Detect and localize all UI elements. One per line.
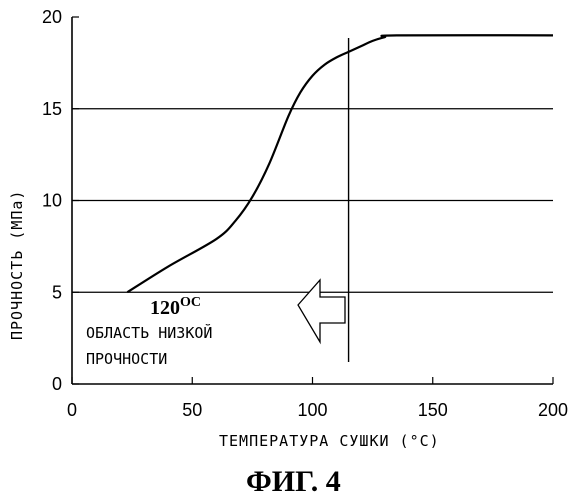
y-tick-label-1: 5 [52, 282, 62, 302]
series-line-0 [127, 35, 553, 292]
y-tick-label-3: 15 [42, 99, 62, 119]
y-tick-label-4: 20 [42, 7, 62, 27]
x-tick-label-4: 200 [538, 400, 568, 420]
figure-label: ФИГ. 4 [246, 465, 341, 498]
left-arrow-icon [298, 280, 345, 342]
series-group [127, 35, 553, 292]
x-tick-label-2: 100 [297, 400, 327, 420]
x-tick-label-0: 0 [67, 400, 77, 420]
y-tick-label-0: 0 [52, 374, 62, 394]
annotation-line-1: ОБЛАСТЬ НИЗКОЙ [86, 323, 212, 342]
annotation-temperature: 120OC [150, 295, 201, 319]
x-tick-label-1: 50 [182, 400, 202, 420]
y-tick-label-2: 10 [42, 191, 62, 211]
y-axis-title: ПРОЧНОСТЬ (МПа) [8, 190, 26, 340]
grid-lines [72, 109, 553, 293]
x-tick-label-3: 150 [418, 400, 448, 420]
annotation-line-2: ПРОЧНОСТИ [86, 350, 167, 368]
x-axis-title: ТЕМПЕРАТУРА СУШКИ (°С) [219, 432, 440, 450]
